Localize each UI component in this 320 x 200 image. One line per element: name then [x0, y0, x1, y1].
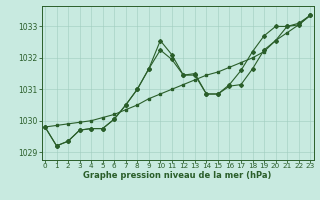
X-axis label: Graphe pression niveau de la mer (hPa): Graphe pression niveau de la mer (hPa)	[84, 171, 272, 180]
